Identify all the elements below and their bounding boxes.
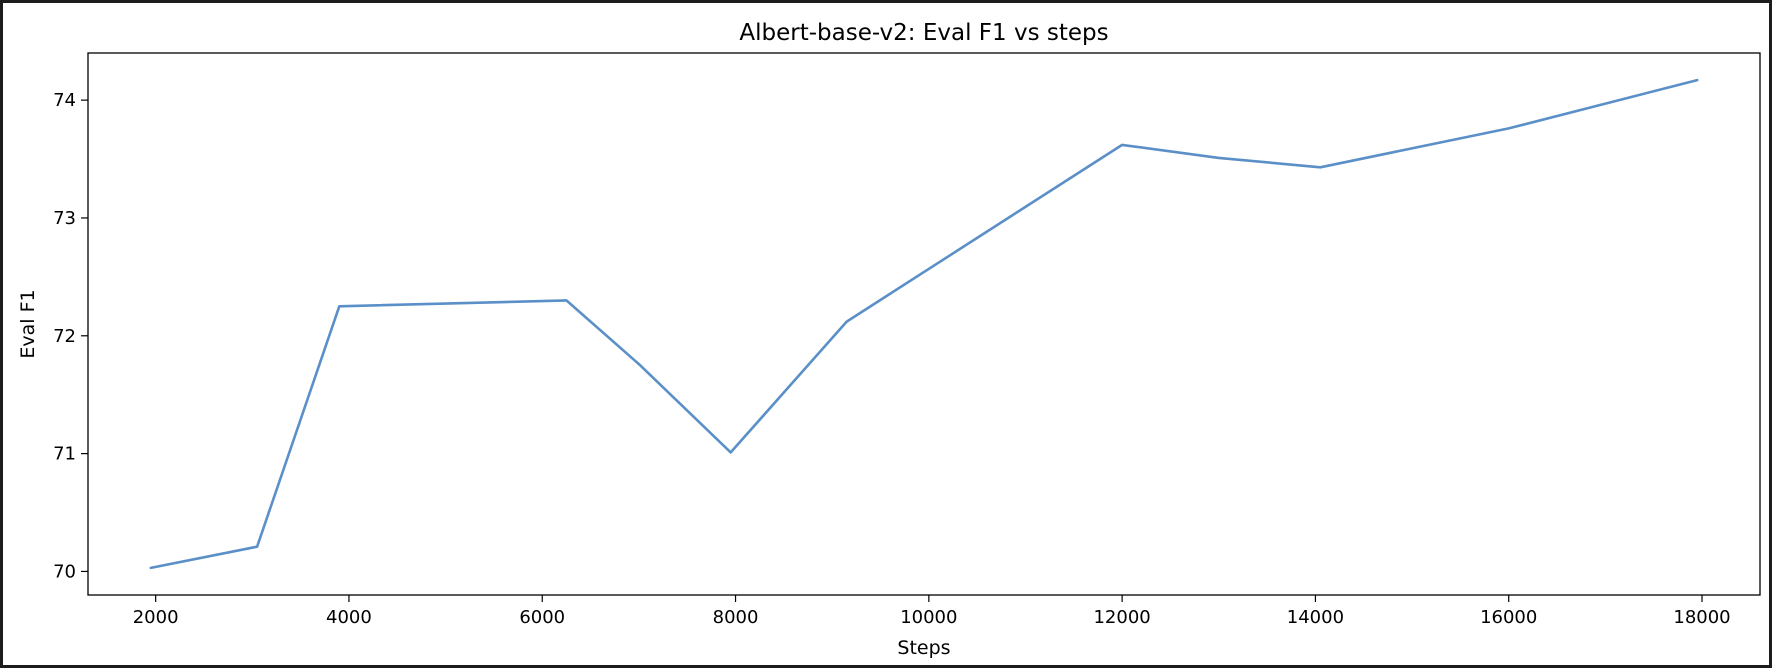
x-tick-label: 18000 bbox=[1673, 607, 1730, 628]
x-tick-label: 10000 bbox=[900, 607, 957, 628]
y-tick-label: 72 bbox=[53, 326, 76, 347]
x-tick-label: 4000 bbox=[326, 607, 372, 628]
x-tick-label: 12000 bbox=[1093, 607, 1150, 628]
y-tick-label: 74 bbox=[53, 90, 76, 111]
series-layer bbox=[149, 78, 1699, 570]
y-axis-label: Eval F1 bbox=[17, 289, 39, 358]
x-axis-ticks: 2000 4000 6000 8000 10000 12000 14000 16000 1800… bbox=[133, 595, 1731, 628]
y-tick-label: 70 bbox=[53, 561, 76, 582]
series-line bbox=[149, 78, 1699, 570]
x-tick-label: 2000 bbox=[133, 607, 179, 628]
x-tick-label: 6000 bbox=[519, 607, 565, 628]
plot-area-frame bbox=[87, 52, 1761, 596]
line-chart: Albert-base-v2: Eval F1 vs steps 2000 400… bbox=[17, 20, 1761, 659]
y-tick-label: 73 bbox=[53, 208, 76, 229]
chart-title: Albert-base-v2: Eval F1 vs steps bbox=[739, 20, 1108, 46]
y-tick-label: 71 bbox=[53, 444, 76, 465]
y-axis-ticks: 70 71 72 73 74 bbox=[53, 90, 88, 582]
x-axis-label: Steps bbox=[897, 637, 950, 659]
x-tick-label: 8000 bbox=[713, 607, 759, 628]
x-tick-label: 14000 bbox=[1287, 607, 1344, 628]
x-tick-label: 16000 bbox=[1480, 607, 1537, 628]
